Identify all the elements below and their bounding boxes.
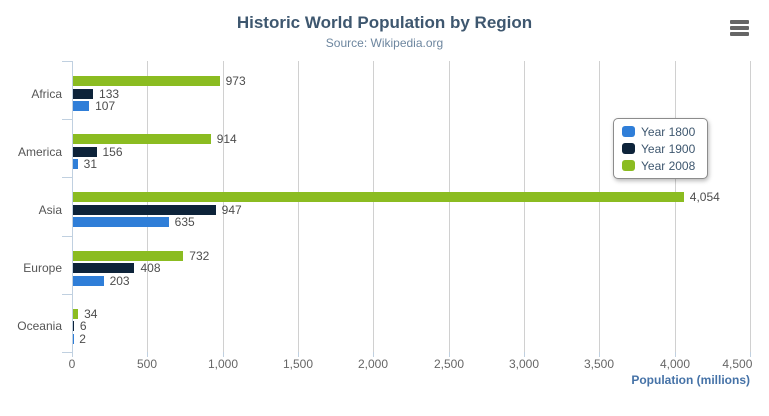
data-label-europe-year-1800: 203 <box>109 273 130 288</box>
bar-oceania-year-2008[interactable] <box>73 308 79 319</box>
data-label-america-year-1800: 31 <box>83 157 98 172</box>
data-label-europe-year-2008: 732 <box>189 248 210 263</box>
x-axis-tick-label: 1,000 <box>207 357 239 371</box>
data-label-europe-year-1900: 408 <box>140 261 161 276</box>
x-axis-tick-label: 0 <box>68 357 76 371</box>
data-label-africa-year-1900: 133 <box>99 86 120 101</box>
data-label-asia-year-2008: 4,054 <box>689 190 720 205</box>
x-axis-tick <box>675 352 676 357</box>
x-axis-title: Population (millions) <box>631 373 750 387</box>
data-label-oceania-year-1800: 2 <box>79 331 86 346</box>
bar-asia-year-1800[interactable] <box>73 217 169 228</box>
category-axis-tick <box>62 119 72 120</box>
x-axis-tick <box>223 352 224 357</box>
data-label-oceania-year-2008: 34 <box>84 306 98 321</box>
category-label-africa: Africa <box>31 87 62 101</box>
x-axis-tick-label: 3,000 <box>508 357 540 371</box>
gridline <box>599 61 600 352</box>
gridline <box>373 61 374 352</box>
legend-item-label: Year 1900 <box>641 141 696 156</box>
x-axis-tick <box>72 352 73 357</box>
x-axis-tick <box>599 352 600 357</box>
chart-title: Historic World Population by Region <box>236 13 533 32</box>
category-axis-tick <box>62 61 72 62</box>
category-axis-tick <box>62 294 72 295</box>
gridline <box>675 61 676 352</box>
category-label-oceania: Oceania <box>17 319 62 333</box>
data-label-america-year-1900: 156 <box>102 144 123 159</box>
bar-europe-year-1900[interactable] <box>73 263 135 274</box>
bar-europe-year-1800[interactable] <box>73 275 104 286</box>
legend-swatch-year-1800 <box>622 126 635 137</box>
legend: Year 1800 Year 1900 Year 2008 <box>613 118 709 179</box>
category-label-asia: Asia <box>38 203 62 217</box>
x-axis-tick-label: 2,000 <box>357 357 389 371</box>
category-axis-tick <box>62 352 72 353</box>
legend-item-label: Year 2008 <box>641 158 696 173</box>
data-label-asia-year-1900: 947 <box>221 202 242 217</box>
bar-asia-year-2008[interactable] <box>73 192 684 203</box>
legend-item-year-1900[interactable]: Year 1900 <box>622 140 695 157</box>
plot-area: 973 133 107 914 156 31 4,054 947 635 732 408 203 34 6… <box>62 61 751 357</box>
hamburger-menu-icon <box>729 20 749 36</box>
x-axis-tick-label: 2,500 <box>433 357 465 371</box>
data-label-africa-year-2008: 973 <box>225 74 246 88</box>
chart-subtitle: Source: Wikipedia.org <box>325 36 444 50</box>
bar-america-year-2008[interactable] <box>73 134 211 145</box>
category-axis-line <box>72 61 73 352</box>
bar-america-year-1900[interactable] <box>73 146 97 157</box>
gridline <box>449 61 450 352</box>
legend-swatch-year-2008 <box>622 160 635 171</box>
chart-context-menu-button[interactable] <box>728 19 750 39</box>
legend-item-year-1800[interactable]: Year 1800 <box>622 123 695 140</box>
category-label-america: America <box>17 145 62 159</box>
x-axis-tick-label: 500 <box>136 357 158 371</box>
x-axis-tick <box>449 352 450 357</box>
data-label-asia-year-1800: 635 <box>174 215 195 230</box>
x-axis-tick-label: 3,500 <box>583 357 615 371</box>
x-axis-tick <box>750 352 751 357</box>
x-axis-tick-label: 1,500 <box>282 357 314 371</box>
x-axis-tick <box>524 352 525 357</box>
category-axis-tick <box>62 236 72 237</box>
bar-asia-year-1900[interactable] <box>73 204 216 215</box>
data-label-oceania-year-1900: 6 <box>79 319 87 334</box>
bar-africa-year-1900[interactable] <box>73 88 94 99</box>
x-axis-tick <box>373 352 374 357</box>
x-axis-tick <box>298 352 299 357</box>
bar-africa-year-2008[interactable] <box>73 76 220 86</box>
x-axis-tick-label: 4,000 <box>659 357 691 371</box>
legend-item-label: Year 1800 <box>641 124 696 139</box>
legend-swatch-year-1900 <box>622 143 635 154</box>
data-label-africa-year-1800: 107 <box>95 99 116 113</box>
bar-america-year-1800[interactable] <box>73 159 78 170</box>
gridline <box>524 61 525 352</box>
x-axis-tick <box>147 352 148 357</box>
bar-europe-year-2008[interactable] <box>73 250 184 261</box>
x-axis-tick-label: 4,500 <box>722 357 753 371</box>
gridline <box>223 61 224 352</box>
category-label-europe: Europe <box>23 261 62 275</box>
bar-oceania-year-1900[interactable] <box>73 321 74 332</box>
gridline <box>298 61 299 352</box>
legend-item-year-2008[interactable]: Year 2008 <box>622 157 695 174</box>
data-label-america-year-2008: 914 <box>216 132 237 147</box>
bar-africa-year-1800[interactable] <box>73 101 90 111</box>
gridline <box>750 61 751 352</box>
category-axis-tick <box>62 177 72 178</box>
